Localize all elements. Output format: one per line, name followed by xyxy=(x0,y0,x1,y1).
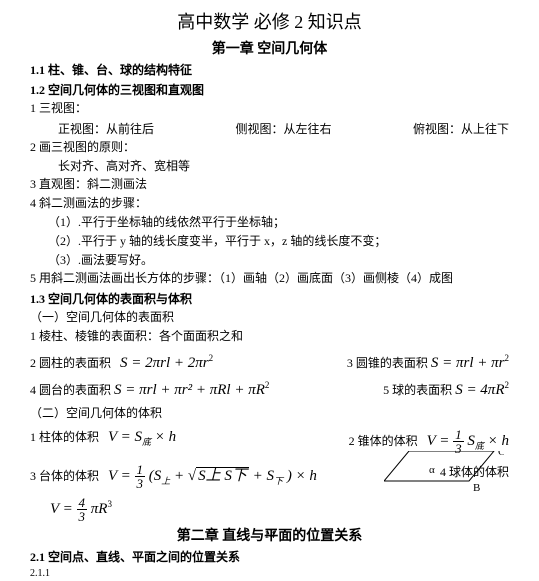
cone-area-label: 3 圆锥的表面积 xyxy=(347,356,431,370)
line-oblique: 3 直观图：斜二测画法 xyxy=(30,176,509,193)
sphere-area-label: 5 球的表面积 xyxy=(383,383,455,397)
cylinder-area: 2 圆柱的表面积 S = 2πrl + 2πr2 xyxy=(30,353,213,372)
frustum-area: 4 圆台的表面积 S = πrl + πr² + πRl + πR2 xyxy=(30,380,269,399)
section-1-3: 1.3 空间几何体的表面积与体积 xyxy=(30,290,509,307)
line-cuboid-steps: 5 用斜二测画法画出长方体的步骤：（1）画轴（2）画底面（3）画侧棱（4）成图 xyxy=(30,270,509,287)
alpha-label: α xyxy=(429,464,435,476)
cone-area-formula: S = πrl + πr2 xyxy=(431,355,509,371)
vertex-b: B xyxy=(473,482,480,491)
side-view: 侧视图：从左往右 xyxy=(235,120,331,137)
frustum-area-formula: S = πrl + πr² + πRl + πR2 xyxy=(114,382,269,398)
sphere-area-formula: S = 4πR2 xyxy=(455,382,509,398)
section-2-1-1: 2.1.1 xyxy=(30,567,509,581)
line-oblique-steps: 4 斜二测画法的步骤： xyxy=(30,195,509,212)
frustum-volume: 3 台体的体积 V = 13 (S上 + √S上 S下 + S下 ) × h xyxy=(30,463,317,490)
doc-title: 高中数学 必修 2 知识点 xyxy=(30,8,509,34)
cone-area: 3 圆锥的表面积 S = πrl + πr2 xyxy=(347,353,509,372)
vertex-c: C xyxy=(498,451,504,458)
sphere-volume: V = 43 πR3 xyxy=(30,496,509,523)
page-number: 14 xyxy=(0,529,539,541)
sphere-area: 5 球的表面积 S = 4πR2 xyxy=(383,380,509,399)
line-principle-body: 长对齐、高对齐、宽相等 xyxy=(30,158,509,175)
prism-volume-formula: V = S底 × h xyxy=(108,429,176,445)
section-1-2: 1.2 空间几何体的三视图和直观图 xyxy=(30,81,509,98)
area-row-1: 2 圆柱的表面积 S = 2πrl + 2πr2 3 圆锥的表面积 S = πr… xyxy=(30,353,509,372)
chapter-1-title: 第一章 空间几何体 xyxy=(30,38,509,58)
cylinder-area-label: 2 圆柱的表面积 xyxy=(30,356,111,370)
pyramid-volume-label: 2 锥体的体积 xyxy=(349,434,418,448)
step-1: （1）.平行于坐标轴的线依然平行于坐标轴； xyxy=(30,214,509,231)
sphere-volume-formula: V = 43 πR3 xyxy=(50,501,112,517)
section-2-1: 2.1 空间点、直线、平面之间的位置关系 xyxy=(30,548,509,565)
pyramid-volume-formula: V = 13 S底 × h xyxy=(427,433,509,449)
parallelogram-diagram: A B C D α xyxy=(384,451,504,491)
vertex-d: D xyxy=(401,451,409,454)
section-1-1: 1.1 柱、锥、台、球的结构特征 xyxy=(30,61,509,78)
front-view: 正视图：从前往后 xyxy=(58,120,154,137)
line-views-heading: 1 三视图： xyxy=(30,100,509,117)
line-principle-heading: 2 画三视图的原则： xyxy=(30,139,509,156)
frustum-volume-label: 3 台体的体积 xyxy=(30,469,99,483)
step-3: （3）.画法要写好。 xyxy=(30,252,509,269)
surface-area-heading: （一）空间几何体的表面积 xyxy=(30,309,509,326)
prism-volume: 1 柱体的体积 V = S底 × h xyxy=(30,428,176,455)
volume-heading: （二）空间几何体的体积 xyxy=(30,405,509,422)
prism-pyramid-area: 1 棱柱、棱锥的表面积：各个面面积之和 xyxy=(30,328,509,345)
cylinder-area-formula: S = 2πrl + 2πr2 xyxy=(120,355,213,371)
step-2: （2）.平行于 y 轴的线长度变半，平行于 x，z 轴的线长度不变； xyxy=(30,233,509,250)
frustum-area-label: 4 圆台的表面积 xyxy=(30,383,114,397)
top-view: 俯视图：从上往下 xyxy=(413,120,509,137)
area-row-2: 4 圆台的表面积 S = πrl + πr² + πRl + πR2 5 球的表… xyxy=(30,380,509,399)
three-views-row: 正视图：从前往后 侧视图：从左往右 俯视图：从上往下 xyxy=(30,120,509,137)
parallelogram-shape xyxy=(384,451,494,481)
frustum-volume-formula: V = 13 (S上 + √S上 S下 + S下 ) × h xyxy=(108,468,317,484)
prism-volume-label: 1 柱体的体积 xyxy=(30,430,99,444)
